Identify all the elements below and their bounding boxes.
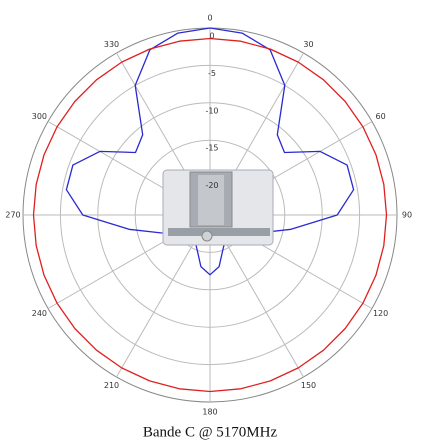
theta-tick-label: 60 (376, 112, 386, 121)
theta-tick-label: 330 (104, 40, 119, 49)
r-tick-label: 0 (209, 32, 214, 41)
theta-tick-label: 210 (104, 381, 119, 390)
theta-tick-label: 120 (373, 309, 388, 318)
r-tick-label: -15 (205, 144, 218, 153)
theta-tick-label: 30 (303, 40, 313, 49)
theta-tick-label: 150 (301, 381, 316, 390)
labels: 0 -5 -10 -15 -20 0 30 60 90 120 150 180 210 240 270 300… (5, 14, 412, 417)
pattern-line (65, 27, 355, 276)
device-base (168, 228, 270, 236)
device-antenna-face (198, 175, 224, 225)
theta-tick-label: 270 (5, 211, 20, 220)
chart-title: Bande C @ 5170MHz (143, 424, 278, 440)
pattern-line (32, 37, 388, 393)
theta-tick-label: 300 (32, 112, 47, 121)
curves (32, 27, 388, 393)
theta-tick-label: 240 (32, 309, 47, 318)
device-knob (201, 230, 213, 242)
theta-tick-label: 180 (202, 408, 217, 417)
theta-tick-label: 90 (402, 211, 412, 220)
r-tick-label: -20 (205, 181, 218, 190)
theta-tick-label: 0 (207, 14, 212, 23)
r-tick-label: -5 (208, 69, 216, 78)
device-icon (162, 169, 274, 246)
r-tick-label: -10 (205, 106, 218, 115)
